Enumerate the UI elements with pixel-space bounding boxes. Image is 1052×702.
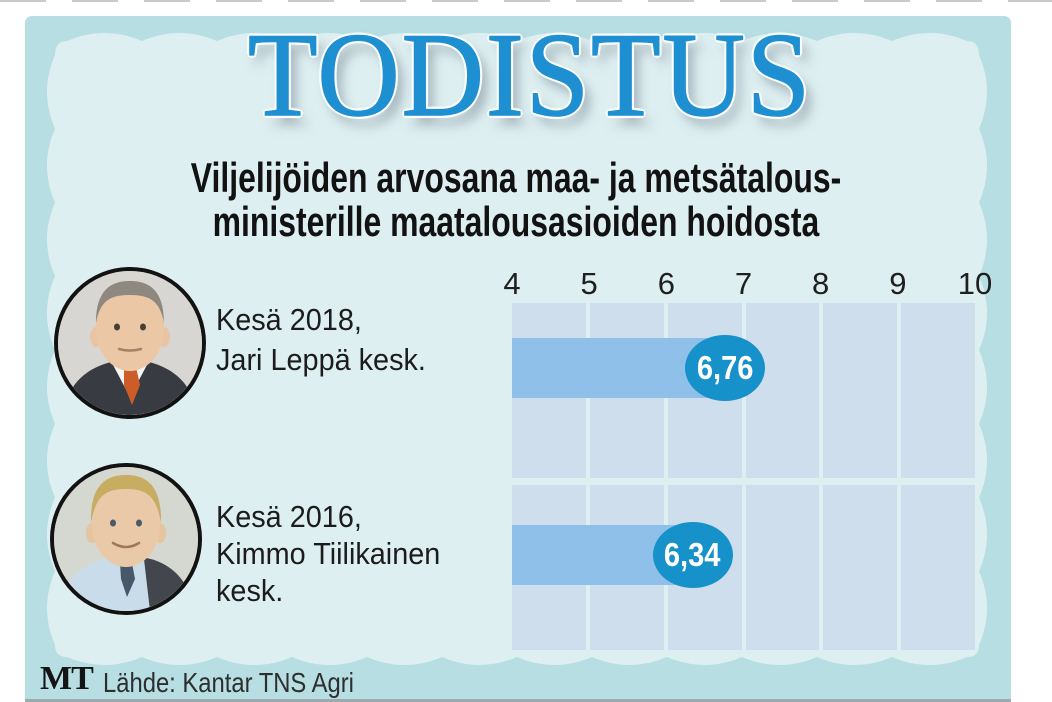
value-badge-2018: 6,76: [684, 335, 765, 401]
row-label-2016-line-2: Kimmo Tiilikainen: [216, 536, 441, 571]
row-label-2016-line-1: Kesä 2016,: [216, 499, 362, 534]
row-label-2016: Kesä 2016, Kimmo Tiilikainen kesk.: [216, 498, 440, 609]
x-axis-tick-5: 5: [580, 266, 598, 301]
grid-cell: [823, 303, 898, 478]
value-badge-2016: 6,34: [652, 522, 733, 588]
subtitle-line-1: Viljelijöiden arvosana maa- ja metsätalo…: [190, 154, 842, 201]
x-axis-tick-10: 10: [957, 266, 993, 301]
x-axis-tick-9: 9: [889, 266, 907, 301]
bar-row-2016: 6,34: [512, 522, 975, 588]
x-axis-tick-6: 6: [657, 266, 675, 301]
portrait-kimmo-tiilikainen: [50, 463, 202, 615]
grid-cell: [823, 485, 898, 650]
row-label-2018-line-1: Kesä 2018,: [216, 302, 362, 337]
portrait-jari-leppa: [54, 267, 206, 419]
bar-row-2018: 6,76: [512, 335, 975, 401]
bar-2016-kimmo-tiilikainen: 6,34: [512, 522, 733, 588]
mt-newspaper-logo: MT: [40, 660, 94, 697]
kimmo-tiilikainen-photo: [54, 467, 198, 611]
row-label-2018: Kesä 2018, Jari Leppä kesk.: [216, 300, 426, 380]
x-axis-tick-7: 7: [734, 266, 753, 301]
value-label-2016: 6,34: [664, 536, 721, 573]
chart-subtitle: Viljelijöiden arvosana maa- ja metsätalo…: [124, 156, 908, 244]
value-label-2018: 6,76: [696, 349, 754, 386]
bar-2018-jari-leppa: 6,76: [512, 335, 765, 401]
x-axis-tick-4: 4: [503, 266, 521, 301]
subtitle-line-2: ministerille maatalousasioiden hoidosta: [212, 198, 820, 245]
grid-cell: [745, 303, 820, 478]
top-dashed-line: [0, 0, 1052, 2]
grid-cell: [901, 303, 975, 478]
source-text: Lähde: Kantar TNS Agri: [103, 667, 354, 698]
bar-chart: 4 5 6 7 8 9 10 6,76: [503, 266, 992, 650]
x-axis-tick-8: 8: [812, 266, 830, 301]
row-label-2016-line-3: kesk.: [216, 573, 284, 608]
row-label-2018-line-2: Jari Leppä kesk.: [216, 342, 426, 377]
page-title: TODISTUS: [247, 8, 813, 141]
grid-cell: [901, 485, 975, 650]
jari-leppa-photo: [58, 271, 202, 415]
grid-cell: [745, 485, 820, 650]
